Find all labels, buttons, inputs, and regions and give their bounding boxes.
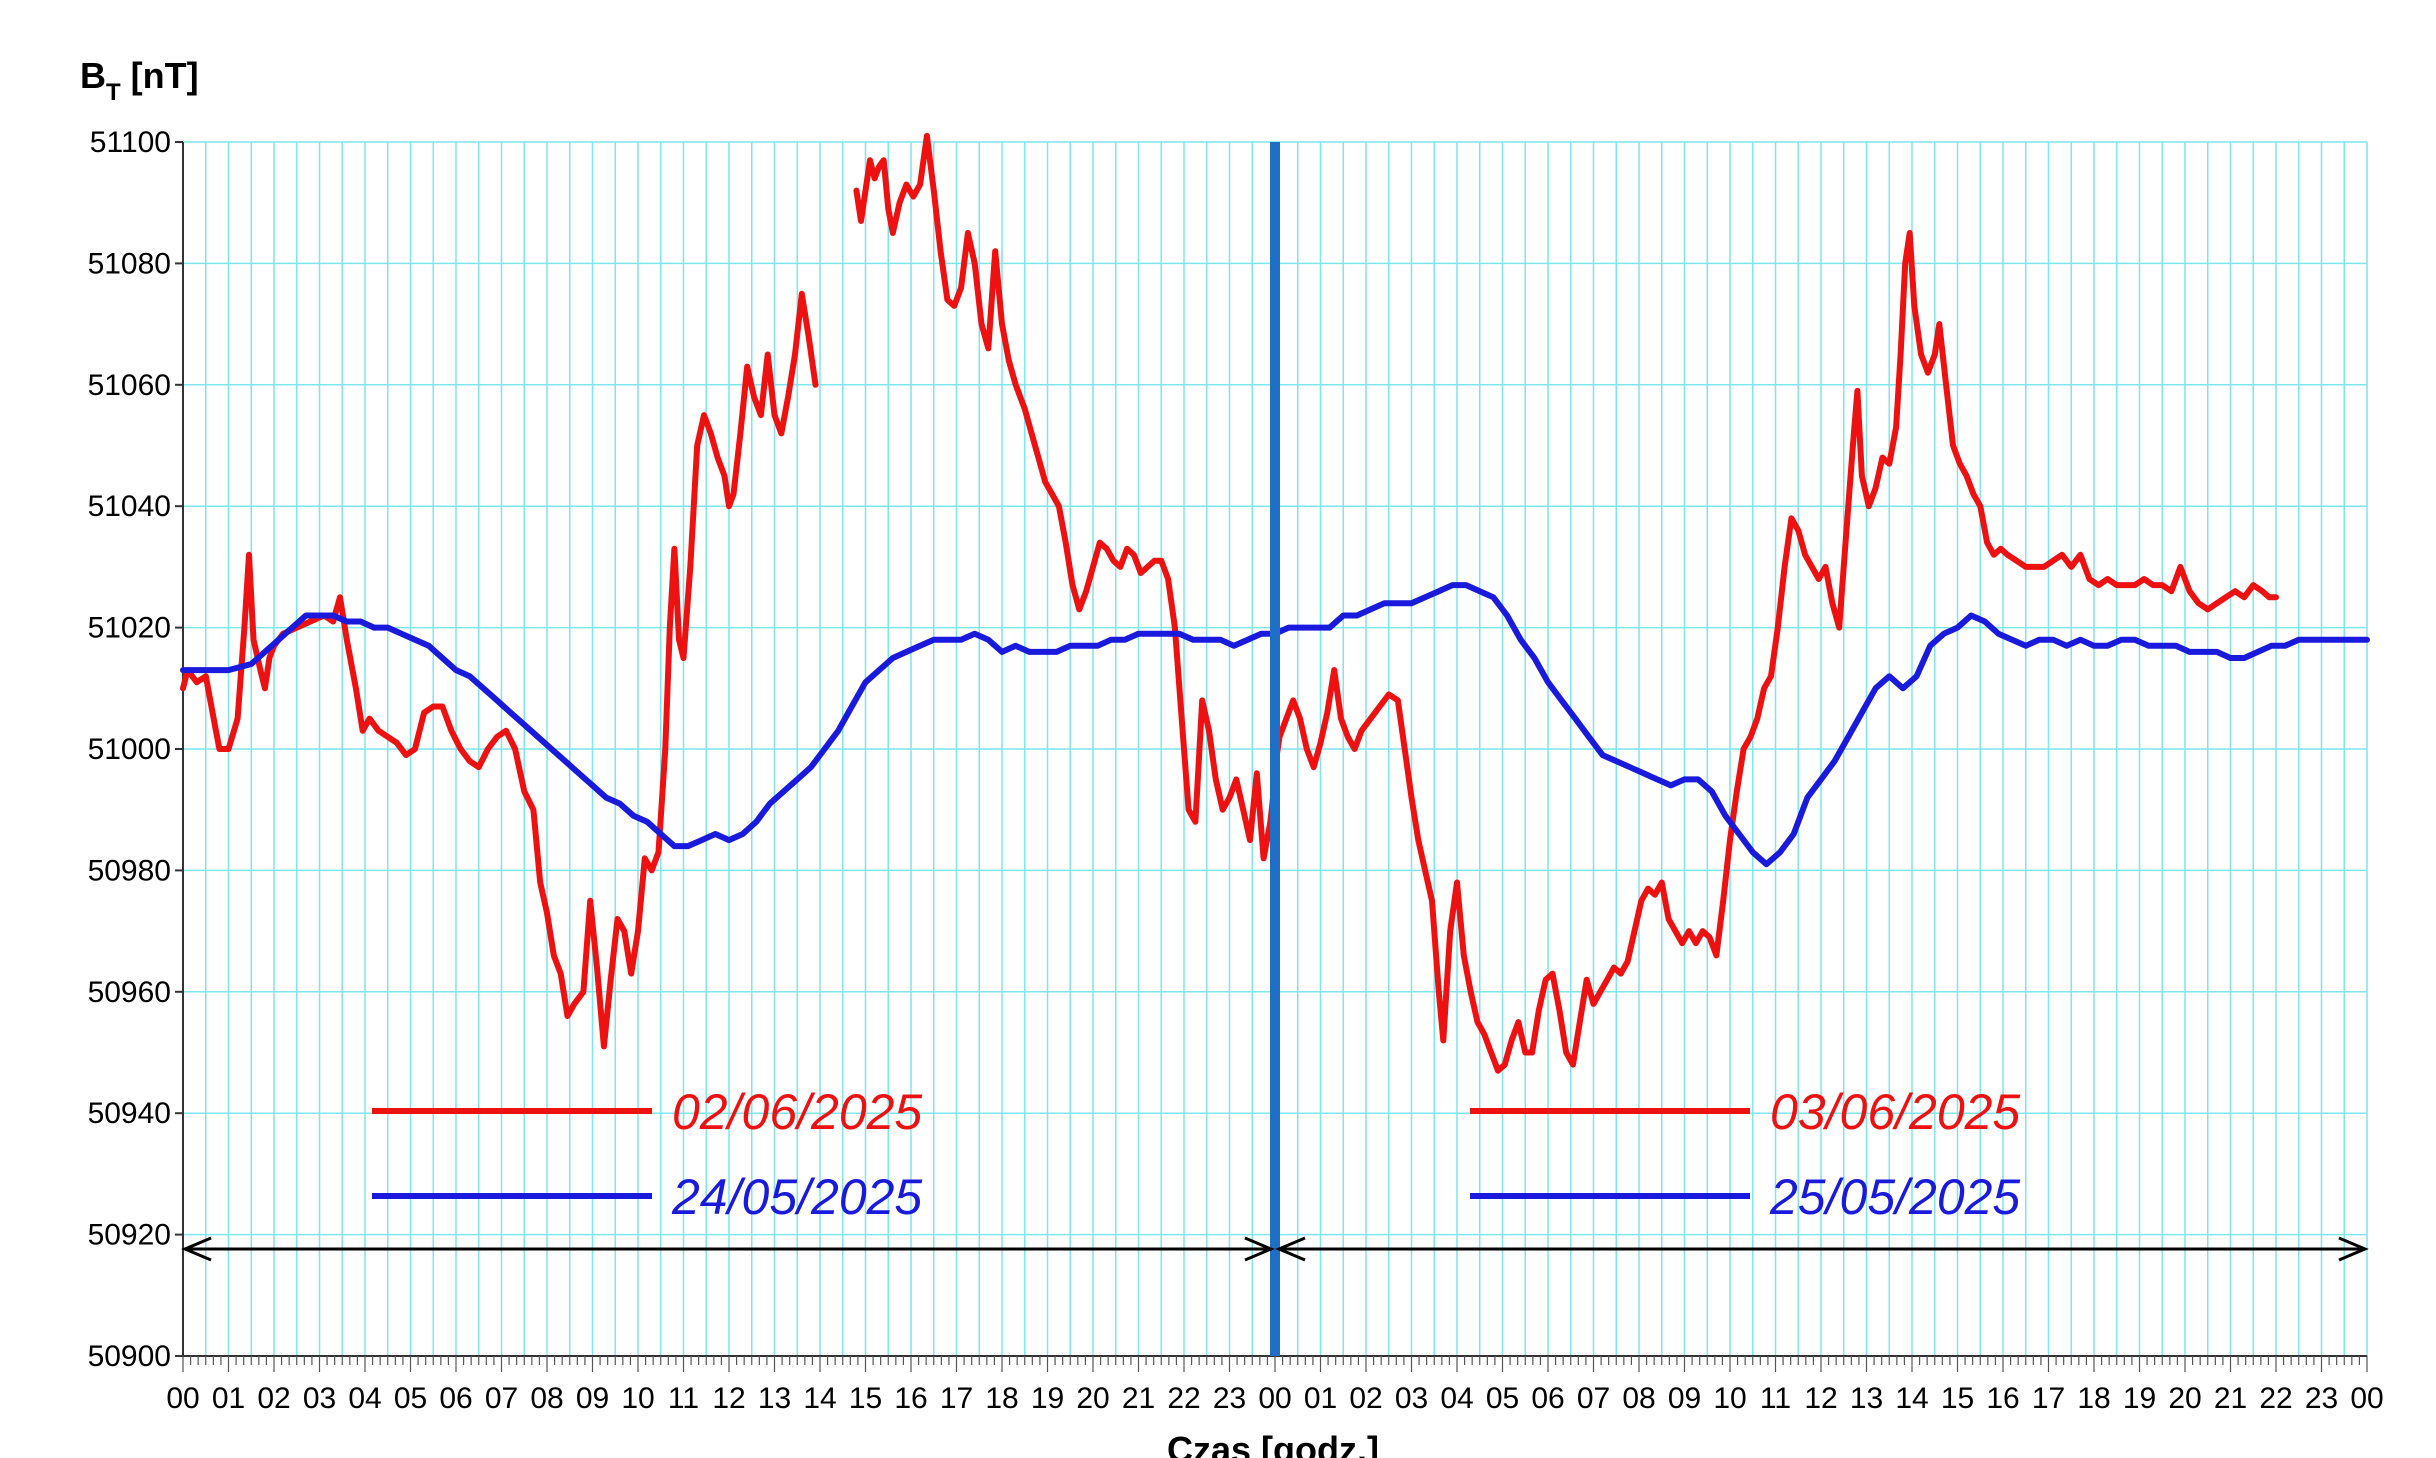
x-tick-label: 19	[2123, 1382, 2156, 1415]
x-tick-label: 00	[1258, 1382, 1291, 1415]
y-tick-label: 50940	[88, 1097, 171, 1130]
legend-label: 02/06/2025	[672, 1084, 922, 1140]
y-axis-title: BT [nT]	[80, 55, 199, 106]
arrow-head	[1275, 1236, 1306, 1262]
x-tick-label: 18	[985, 1382, 1018, 1415]
x-tick-label: 15	[849, 1382, 882, 1415]
x-tick-label: 13	[1850, 1382, 1883, 1415]
x-tick-label: 10	[1713, 1382, 1746, 1415]
x-tick-label: 20	[2168, 1382, 2201, 1415]
x-tick-label: 10	[621, 1382, 654, 1415]
x-tick-label: 01	[212, 1382, 245, 1415]
y-tick-label: 50900	[88, 1340, 171, 1373]
x-tick-label: 06	[1531, 1382, 1564, 1415]
x-tick-label: 16	[894, 1382, 927, 1415]
x-tick-label: 17	[940, 1382, 973, 1415]
x-tick-label: 15	[1941, 1382, 1974, 1415]
x-tick-label: 05	[394, 1382, 427, 1415]
x-tick-label: 23	[1213, 1382, 1246, 1415]
y-axis: 50900 50920 50940 50960 50980 51000 51020 51040…	[88, 126, 183, 1373]
y-tick-label: 51000	[88, 733, 171, 766]
legend: 02/06/2025 24/05/2025 03/06/2025 25/05/2025	[372, 1084, 2020, 1225]
y-tick-label: 50960	[88, 976, 171, 1009]
arrow-head	[1244, 1236, 1275, 1262]
x-tick-label: 03	[1395, 1382, 1428, 1415]
x-tick-label: 20	[1076, 1382, 1109, 1415]
x-minor-ticks	[182, 1356, 2368, 1372]
day-span-arrows	[181, 1236, 2369, 1262]
legend-label: 24/05/2025	[671, 1169, 922, 1225]
x-tick-label: 09	[576, 1382, 609, 1415]
x-tick-label: 03	[303, 1382, 336, 1415]
series-line-1-segment-1	[1272, 582, 2370, 868]
x-tick-label: 07	[485, 1382, 518, 1415]
x-tick-label: 21	[1122, 1382, 1155, 1415]
arrow-head	[2338, 1236, 2369, 1262]
x-tick-label: 12	[1804, 1382, 1837, 1415]
x-tick-label: 14	[1895, 1382, 1928, 1415]
x-tick-label: 11	[1760, 1382, 1791, 1415]
series-line-0-segment-1	[853, 132, 1278, 862]
x-tick-label: 08	[530, 1382, 563, 1415]
arrow-head	[181, 1236, 212, 1262]
x-tick-label: 16	[1986, 1382, 2019, 1415]
legend-label: 03/06/2025	[1770, 1084, 2020, 1140]
x-tick-label: 22	[2259, 1382, 2292, 1415]
x-tick-label: 21	[2214, 1382, 2247, 1415]
x-tick-label: 07	[1577, 1382, 1610, 1415]
x-tick-label: 12	[712, 1382, 745, 1415]
x-tick-label: 04	[348, 1382, 381, 1415]
y-tick-label: 51060	[88, 369, 171, 402]
x-tick-label: 13	[758, 1382, 791, 1415]
x-tick-label: 06	[439, 1382, 472, 1415]
x-tick-label: 02	[1349, 1382, 1382, 1415]
grid	[182, 141, 2368, 1357]
x-tick-label: 19	[1031, 1382, 1064, 1415]
x-tick-label: 22	[1167, 1382, 1200, 1415]
y-tick-label: 51080	[88, 247, 171, 280]
x-tick-label: 04	[1440, 1382, 1473, 1415]
legend-label: 25/05/2025	[1769, 1169, 2020, 1225]
x-tick-label: 23	[2305, 1382, 2338, 1415]
y-tick-label: 50980	[88, 854, 171, 887]
x-tick-label: 08	[1622, 1382, 1655, 1415]
y-tick-label: 51040	[88, 490, 171, 523]
x-tick-label: 01	[1304, 1382, 1337, 1415]
series-line-1-segment-0	[180, 612, 1278, 850]
x-axis: 00 01 02 03 04 05 06 07 08 09 10 11 12 13 14 15 16 17 18 19…	[166, 1382, 2383, 1415]
x-tick-label: 00	[166, 1382, 199, 1415]
x-tick-label: 18	[2077, 1382, 2110, 1415]
x-tick-label: 02	[257, 1382, 290, 1415]
x-tick-label: 00	[2350, 1382, 2383, 1415]
series-line-0-segment-2	[1272, 230, 2279, 1074]
y-tick-label: 51020	[88, 612, 171, 645]
x-tick-label: 09	[1668, 1382, 1701, 1415]
x-tick-label: 14	[803, 1382, 836, 1415]
x-tick-label: 17	[2032, 1382, 2065, 1415]
x-axis-title: Czas [godz.]	[1167, 1429, 1379, 1458]
series-layer	[180, 132, 2370, 1074]
y-tick-label: 51100	[90, 126, 171, 159]
x-tick-label: 05	[1486, 1382, 1519, 1415]
x-tick-label: 11	[668, 1382, 699, 1415]
y-tick-label: 50920	[88, 1219, 171, 1252]
